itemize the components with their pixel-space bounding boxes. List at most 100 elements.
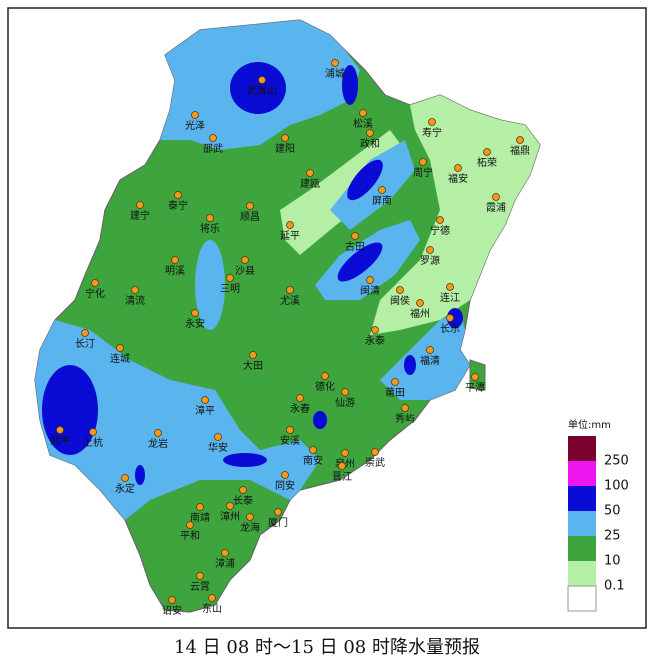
city-label: 龙海 (240, 521, 260, 534)
city-dot (191, 111, 199, 119)
city-label: 延平 (280, 230, 300, 242)
city-dot (351, 232, 359, 240)
city-label: 晋江 (332, 471, 352, 483)
city-dot (209, 134, 217, 142)
city-label: 诏安 (162, 604, 182, 617)
city-label: 武夷山 (247, 84, 277, 97)
city-label: 连江 (440, 291, 460, 304)
city-dot (131, 286, 139, 294)
city-label: 周宁 (413, 166, 433, 179)
city-dot (492, 193, 500, 201)
legend-label: 250 (604, 454, 629, 469)
city-dot (471, 373, 479, 381)
city-dot (191, 309, 199, 317)
city-label: 长乐 (440, 323, 460, 335)
rain-50-putian (404, 355, 416, 375)
city-label: 南安 (303, 454, 323, 467)
city-dot (338, 462, 346, 470)
legend-label: 50 (604, 504, 621, 519)
city-dot (116, 344, 124, 352)
city-label: 长汀 (75, 338, 95, 350)
city-dot (341, 449, 349, 457)
city-dot (341, 388, 349, 396)
city-dot (436, 216, 444, 224)
city-dot (426, 246, 434, 254)
city-dot (221, 549, 229, 557)
city-dot (371, 448, 379, 456)
city-label: 德化 (315, 380, 335, 393)
city-label: 寿宁 (422, 126, 442, 139)
city-label: 平和 (180, 530, 200, 542)
city-dot (246, 513, 254, 521)
city-dot (446, 283, 454, 291)
city-dot (239, 486, 247, 494)
rain-50-yongding (135, 465, 145, 485)
city-dot (428, 118, 436, 126)
caption: 14 日 08 时～15 日 08 时降水量预报 (174, 637, 480, 658)
city-label: 三明 (220, 283, 240, 295)
city-label: 明溪 (165, 265, 185, 277)
city-dot (321, 372, 329, 380)
city-label: 厦门 (268, 516, 288, 529)
city-label: 松溪 (353, 117, 373, 130)
city-dot (371, 326, 379, 334)
rain-50-pingnan (347, 159, 383, 201)
city-label: 邵武 (203, 142, 223, 155)
city-label: 仙游 (335, 396, 355, 409)
city-label: 福鼎 (510, 144, 530, 157)
city-label: 同安 (275, 479, 295, 492)
city-dot (241, 256, 249, 264)
legend-unit: 单位:mm (568, 418, 611, 431)
city-dot (286, 286, 294, 294)
city-dot (168, 596, 176, 604)
city-dot (309, 446, 317, 454)
city-label: 永泰 (365, 334, 385, 347)
city-dot (419, 158, 427, 166)
city-dot (226, 274, 234, 282)
city-dot (286, 426, 294, 434)
city-label: 闽清 (360, 284, 380, 297)
city-dot (226, 502, 234, 510)
city-label: 漳州 (220, 510, 240, 523)
legend-swatch (568, 436, 596, 461)
city-label: 秀屿 (395, 413, 415, 425)
legend-swatch (568, 536, 596, 561)
city-label: 福安 (448, 172, 468, 185)
city-label: 古田 (345, 240, 365, 253)
city-label: 建阳 (275, 142, 295, 155)
city-label: 平潭 (465, 382, 485, 394)
city-dot (89, 428, 97, 436)
city-dot (81, 329, 89, 337)
city-label: 华安 (208, 441, 228, 454)
legend-label: 0.1 (604, 579, 625, 594)
city-dot (366, 276, 374, 284)
city-label: 泰宁 (168, 199, 188, 212)
city-label: 福清 (420, 354, 440, 367)
city-label: 政和 (360, 137, 380, 150)
city-dot (306, 169, 314, 177)
city-dot (121, 474, 129, 482)
city-label: 南靖 (190, 511, 210, 524)
city-dot (281, 471, 289, 479)
city-dot (56, 426, 64, 434)
city-label: 莆田 (385, 386, 405, 399)
city-label: 上杭 (83, 436, 103, 449)
legend-swatch (567, 585, 597, 612)
city-label: 长泰 (233, 494, 253, 507)
city-label: 建宁 (130, 209, 150, 222)
rain-50-huaan (223, 453, 267, 467)
city-dot (296, 394, 304, 402)
city-label: 柘荣 (477, 156, 497, 169)
legend-label: 25 (604, 529, 621, 544)
city-dot (378, 186, 386, 194)
city-dot (246, 202, 254, 210)
legend-swatch (568, 511, 596, 536)
city-dot (154, 429, 162, 437)
city-dot (206, 214, 214, 222)
city-label: 罗源 (420, 254, 440, 267)
city-label: 霞浦 (486, 201, 506, 214)
city-label: 崇武 (365, 456, 385, 469)
city-label: 武平 (50, 434, 70, 447)
city-label: 龙岩 (148, 437, 168, 450)
